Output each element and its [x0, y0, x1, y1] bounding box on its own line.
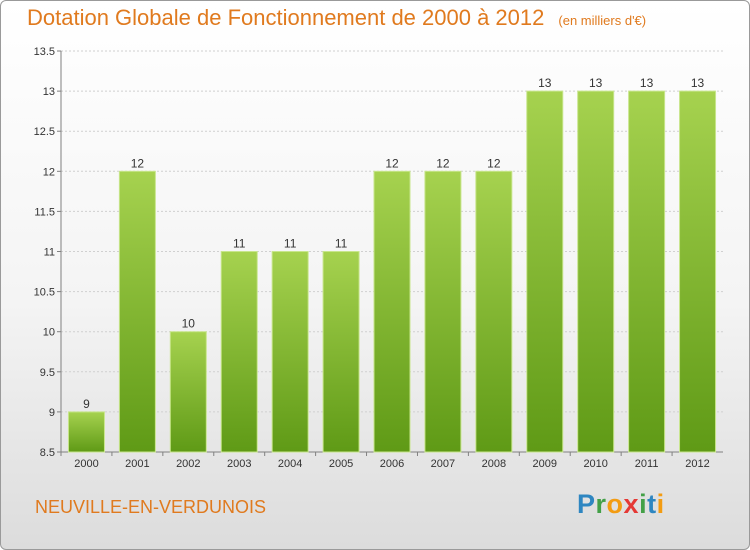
bar-2005 [322, 251, 360, 453]
x-tick-label: 2008 [482, 458, 506, 470]
y-tick-label: 9 [49, 407, 55, 419]
x-tick-label: 2004 [278, 458, 302, 470]
y-tick-label: 8.5 [40, 447, 55, 459]
x-tick-label: 2003 [227, 458, 251, 470]
y-tick-label: 9.5 [40, 367, 55, 379]
bar-2006 [373, 170, 411, 453]
chart-title-main: Dotation Globale de Fonctionnement de 20… [27, 5, 545, 30]
logo-letter: i [639, 489, 648, 519]
x-tick-label: 2006 [380, 458, 404, 470]
x-tick-label: 2010 [583, 458, 607, 470]
proxiti-logo: Proxiti [577, 489, 665, 520]
data-label: 11 [335, 237, 348, 251]
chart-title-unit: (en milliers d'€) [558, 13, 647, 28]
x-tick-label: 2001 [125, 458, 149, 470]
y-tick-label: 13 [43, 86, 55, 98]
logo-letter: o [606, 489, 624, 519]
logo-letter: P [577, 489, 596, 519]
y-tick-label: 13.5 [34, 46, 55, 58]
logo-letter: i [656, 489, 665, 519]
bar-2003 [220, 251, 258, 453]
logo-letter: t [647, 489, 657, 519]
bar-2008 [475, 170, 513, 453]
bar-2004 [271, 251, 309, 453]
bar-2009 [526, 90, 564, 453]
y-tick-label: 10 [43, 327, 55, 339]
bar-2001 [118, 170, 156, 453]
commune-name: NEUVILLE-EN-VERDUNOIS [35, 497, 267, 517]
data-label: 10 [182, 317, 196, 331]
x-tick-label: 2002 [176, 458, 200, 470]
logo-letter: r [595, 489, 607, 519]
bar-2011 [628, 90, 666, 453]
x-tick-label: 2007 [431, 458, 455, 470]
bars: 9 12 10 11 11 11 12 12 12 13 13 13 13 [67, 76, 717, 453]
data-label: 12 [385, 156, 399, 170]
data-label: 13 [640, 76, 654, 90]
logo-letter: x [623, 489, 640, 519]
y-tick-label: 11 [44, 247, 55, 259]
data-label: 12 [131, 156, 145, 170]
bar-2007 [424, 170, 462, 453]
data-label: 13 [691, 76, 705, 90]
data-label: 13 [589, 76, 603, 90]
data-label: 11 [284, 237, 297, 251]
data-label: 13 [538, 76, 552, 90]
x-tick-label: 2005 [329, 458, 353, 470]
y-tick-label: 11.5 [34, 206, 55, 218]
bar-2012 [679, 90, 717, 453]
x-tick-label: 2012 [685, 458, 709, 470]
bar-2010 [577, 90, 615, 453]
data-label: 11 [233, 237, 246, 251]
data-label: 12 [436, 156, 450, 170]
data-label: 12 [487, 156, 501, 170]
y-tick-label: 12.5 [34, 126, 55, 138]
data-label: 9 [83, 397, 90, 411]
x-tick-label: 2011 [635, 458, 659, 470]
y-tick-label: 10.5 [34, 287, 55, 299]
x-tick-label: 2009 [533, 458, 557, 470]
x-tick-label: 2000 [74, 458, 98, 470]
y-tick-label: 12 [43, 166, 55, 178]
bar-2002 [169, 331, 207, 453]
x-axis: 2000 2001 2002 2003 2004 2005 2006 2007 2008 2009… [60, 452, 710, 470]
chart-title: Dotation Globale de Fonctionnement de 20… [27, 5, 646, 31]
bar-2000 [67, 411, 105, 453]
